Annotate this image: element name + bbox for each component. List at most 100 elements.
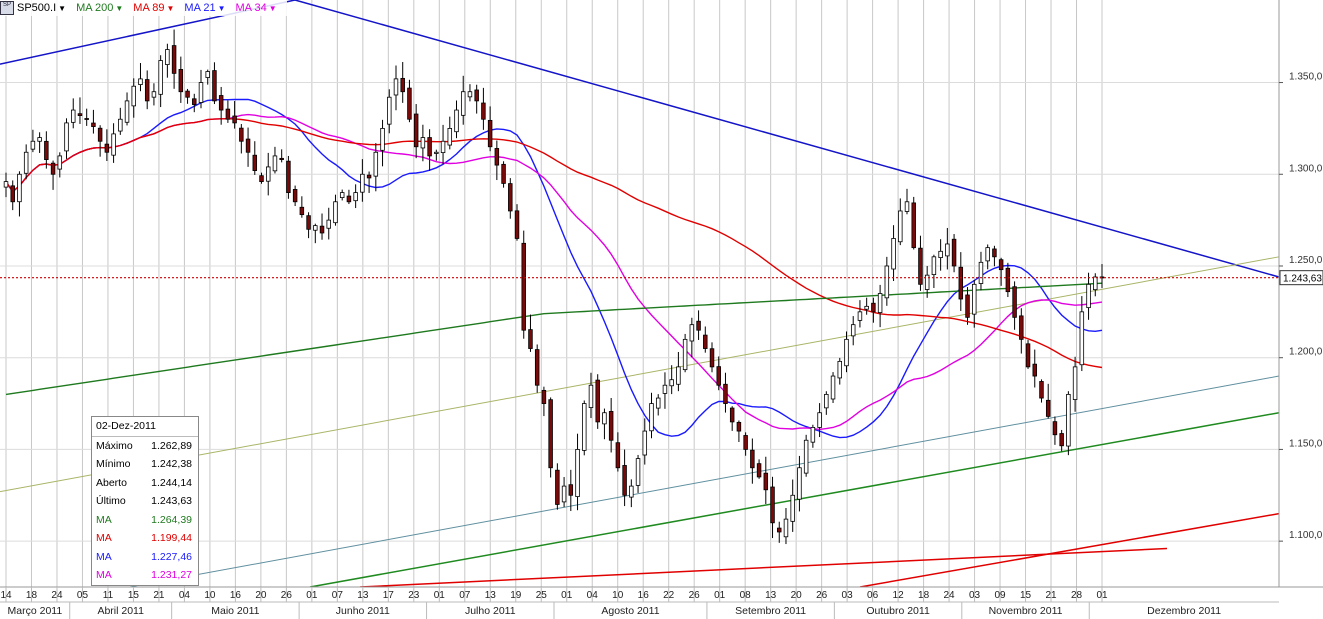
- candle-body: [669, 379, 674, 387]
- candle: [911, 196, 916, 250]
- candle: [373, 143, 379, 192]
- indicator-label: MA 89: [133, 2, 165, 14]
- candle: [353, 184, 358, 209]
- candle-body: [494, 148, 500, 166]
- candle-body: [824, 393, 829, 409]
- candle: [84, 108, 89, 126]
- candle-body: [252, 154, 258, 171]
- candle-body: [965, 294, 970, 318]
- row-label: Máximo: [96, 439, 133, 452]
- day-tick-label: 03: [969, 590, 981, 601]
- candle-body: [171, 45, 177, 74]
- month-label: Dezembro 2011: [1147, 605, 1221, 617]
- day-tick-label: 01: [434, 590, 446, 601]
- price-tick-label: 1.300,0: [1289, 163, 1323, 174]
- price-tick-label: 1.200,0: [1289, 347, 1323, 358]
- candle-body: [602, 412, 607, 425]
- candle-body: [158, 60, 163, 95]
- month-label: Novembro 2011: [989, 605, 1063, 617]
- candle: [924, 266, 930, 298]
- candle: [662, 372, 668, 409]
- price-tick-label: 1.350,0: [1289, 72, 1323, 83]
- ma200-line: [5, 282, 1103, 396]
- price-tick-label: 1.100,0: [1289, 530, 1323, 541]
- candle: [97, 125, 103, 157]
- chevron-down-icon: ▼: [58, 3, 67, 13]
- indicator-ma34[interactable]: MA 34 ▼: [236, 2, 277, 14]
- candle: [904, 188, 910, 215]
- candle: [642, 418, 648, 465]
- day-tick-label: 10: [612, 590, 624, 601]
- candle-body: [978, 261, 984, 284]
- candle: [57, 152, 63, 178]
- candle-body: [521, 242, 526, 331]
- candle-body: [871, 302, 876, 313]
- candle-body: [44, 140, 49, 160]
- price-axis[interactable]: 1.100,0 1.150,0 1.200,0 1.250,0 1.300,0 1.350…: [1278, 0, 1323, 587]
- indicator-ma200[interactable]: MA 200 ▼: [76, 2, 123, 14]
- day-tick-label: 08: [740, 590, 752, 601]
- candle-body: [615, 442, 621, 469]
- candle-body: [104, 143, 110, 153]
- month-label: Abril 2011: [97, 605, 144, 617]
- candle: [965, 287, 970, 325]
- day-tick-label: 18: [26, 590, 38, 601]
- candle: [534, 344, 540, 393]
- candle: [978, 251, 984, 291]
- candle-body: [958, 266, 964, 300]
- candle-body: [555, 469, 560, 505]
- candle-body: [279, 157, 284, 160]
- day-tick-label: 17: [383, 590, 395, 601]
- indicator-ma89[interactable]: MA 89 ▼: [133, 2, 174, 14]
- candle: [1059, 429, 1064, 452]
- gridlines: [0, 0, 1279, 587]
- candle: [185, 88, 190, 104]
- chevron-down-icon: ▼: [166, 3, 175, 13]
- candle-body: [790, 494, 795, 522]
- candle-body: [844, 338, 849, 367]
- day-tick-label: 26: [689, 590, 701, 601]
- candle-body: [951, 238, 957, 267]
- candle: [339, 189, 345, 201]
- candle: [884, 256, 890, 306]
- candle-body: [945, 243, 950, 257]
- candle: [891, 225, 896, 282]
- candle: [474, 84, 479, 114]
- candle-body: [380, 128, 385, 151]
- candle: [790, 479, 795, 532]
- candle-body: [877, 293, 883, 313]
- symbol-selector[interactable]: SP500.I ▼: [17, 2, 66, 14]
- month-label: Junho 2011: [336, 605, 390, 617]
- chevron-down-icon: ▼: [115, 3, 124, 13]
- candle: [817, 403, 822, 438]
- candle: [447, 116, 453, 150]
- candle: [945, 227, 950, 270]
- candle-body: [23, 151, 29, 174]
- candle-body: [777, 527, 782, 533]
- candle: [850, 316, 856, 346]
- candle-body: [239, 127, 244, 142]
- candle-body: [904, 201, 910, 212]
- row-value: 1.262,89: [151, 439, 192, 452]
- candle: [898, 198, 903, 246]
- candle-body: [837, 360, 843, 379]
- candle: [178, 56, 184, 103]
- day-tick-label: 16: [638, 590, 650, 601]
- data-window-row: MA 1.264,39: [92, 511, 198, 530]
- candle-body: [313, 225, 318, 231]
- day-tick-label: 18: [918, 590, 930, 601]
- candle: [366, 171, 372, 193]
- candlesticks: [3, 29, 1105, 545]
- indicator-ma21[interactable]: MA 21 ▼: [184, 2, 225, 14]
- candle-body: [736, 421, 742, 432]
- candle-body: [373, 151, 379, 177]
- candle-body: [225, 108, 231, 120]
- candle-body: [743, 435, 748, 450]
- day-tick-label: 01: [306, 590, 318, 601]
- time-axis[interactable]: 14 18 24 05 11 15 21 04 10 16 20 26 01 07 13 17 23 01 07 13…: [0, 586, 1323, 619]
- candle-body: [151, 91, 157, 98]
- candle-body: [716, 366, 721, 386]
- candle-body: [1012, 286, 1017, 318]
- candle: [77, 97, 83, 124]
